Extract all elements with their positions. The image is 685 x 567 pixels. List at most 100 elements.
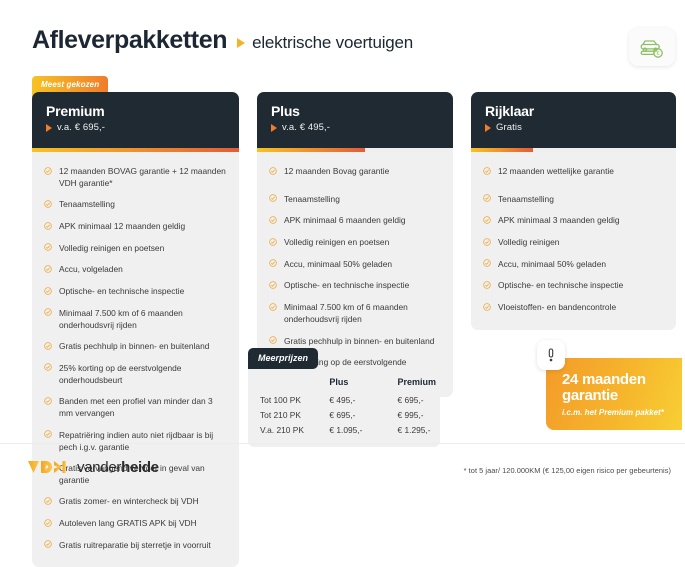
table-header-row: Plus Premium [248, 375, 440, 392]
list-item: 12 maanden Bovag garantie [269, 165, 440, 178]
table-row: V.a. 210 PK € 1.095,- € 1.295,- [248, 422, 440, 437]
feature-text: APK minimaal 12 maanden geldig [59, 221, 186, 232]
footer-divider [0, 443, 685, 444]
feature-text: Gratis zomer- en wintercheck bij VDH [59, 496, 199, 507]
package-card-rijklaar[interactable]: Rijklaar Gratis 12 maanden wettelijke ga… [471, 92, 676, 330]
feature-text: APK minimaal 3 maanden geldig [498, 215, 620, 226]
card-title: Premium [46, 103, 105, 119]
list-item: Minimaal 7.500 km of 6 maanden onderhoud… [269, 301, 440, 325]
table-row: Tot 210 PK € 695,- € 995,- [248, 407, 440, 422]
list-item: Volledig reinigen en poetsen [44, 242, 226, 255]
row-label: V.a. 210 PK [260, 424, 304, 435]
cell-premium: € 995,- [397, 409, 424, 420]
brand-logo[interactable]: vanderheide [28, 458, 159, 476]
promo-title-line2: garantie [562, 387, 618, 405]
feature-text: Gratis pechhulp in binnen- en buitenland [284, 335, 435, 346]
check-circle-icon [44, 199, 52, 211]
check-circle-icon [44, 429, 52, 441]
list-item: Volledig reinigen [483, 236, 663, 249]
list-item: APK minimaal 6 maanden geldig [269, 214, 440, 227]
feature-list-premium: 12 maanden BOVAG garantie + 12 maanden V… [44, 165, 226, 551]
feature-text: Accu, minimaal 50% geladen [284, 258, 393, 269]
feature-text: Autoleven lang GRATIS APK bij VDH [59, 518, 197, 529]
feature-text: Minimaal 7.500 km of 6 maanden onderhoud… [284, 302, 408, 325]
card-title: Rijklaar [485, 103, 534, 119]
surcharge-table: Plus Premium Tot 100 PK € 495,- € 695,- … [248, 375, 440, 437]
card-accent-fill [257, 148, 365, 152]
card-accent-bar [471, 148, 676, 152]
check-circle-icon [269, 193, 277, 205]
feature-text: Tenaamstelling [59, 199, 115, 210]
list-item: Vloeistoffen- en bandencontrole [483, 301, 663, 314]
check-circle-icon [44, 166, 52, 178]
check-circle-icon [483, 215, 491, 227]
list-item: Banden met een profiel van minder dan 3 … [44, 395, 226, 419]
list-item: Gratis pechhulp in binnen- en buitenland [44, 340, 226, 353]
poster-root: Afleverpakketten elektrische voertuigen … [0, 28, 685, 567]
card-price-row: v.a. € 495,- [271, 122, 439, 133]
row-label: Tot 210 PK [260, 409, 301, 420]
cell-premium: € 695,- [397, 394, 424, 405]
col-header-plus: Plus [329, 377, 349, 387]
card-price: v.a. € 695,- [57, 122, 106, 134]
card-header-rijklaar: Rijklaar Gratis [471, 92, 676, 148]
feature-text: Accu, minimaal 50% geladen [498, 258, 607, 269]
check-circle-icon [269, 280, 277, 292]
vdh-logo-mark [28, 461, 66, 473]
feature-text: 12 maanden Bovag garantie [284, 166, 390, 176]
list-item: 25% korting op de eerstvolgende onderhou… [44, 362, 226, 386]
table-row: Tot 100 PK € 495,- € 695,- [248, 392, 440, 407]
promo-title-line1: 24 maanden [562, 371, 646, 388]
list-item: Autoleven lang GRATIS APK bij VDH [44, 517, 226, 530]
feature-list-rijklaar: 12 maanden wettelijke garantie Tenaamste… [483, 165, 663, 314]
surcharge-table-wrap: Plus Premium Tot 100 PK € 495,- € 695,- … [248, 367, 440, 447]
card-accent-bar [257, 148, 453, 152]
triangle-icon [485, 123, 491, 132]
brand-word-bold: heide [121, 458, 159, 476]
feature-text: Tenaamstelling [284, 193, 340, 204]
feature-text: Gratis ruitreparatie bij sterretje in vo… [59, 539, 211, 550]
exclamation-icon [548, 348, 554, 362]
cell-plus: € 1.095,- [329, 424, 363, 435]
feature-text: Minimaal 7.500 km of 6 maanden onderhoud… [59, 307, 183, 330]
cell-plus: € 695,- [329, 409, 356, 420]
card-title: Plus [271, 103, 300, 119]
feature-text: Volledig reinigen [498, 237, 560, 248]
car-with-coin-icon-box[interactable]: € [629, 28, 675, 66]
card-price: v.a. € 495,- [282, 122, 331, 134]
list-item: Optische- en technische inspectie [44, 285, 226, 298]
footnote-disclaimer: * tot 5 jaar/ 120.000KM (€ 125,00 eigen … [463, 466, 671, 475]
feature-text: Vloeistoffen- en bandencontrole [498, 302, 617, 313]
feature-text: Optische- en technische inspectie [284, 280, 410, 291]
check-circle-icon [269, 237, 277, 249]
feature-text: Banden met een profiel van minder dan 3 … [59, 396, 213, 419]
feature-text: Volledig reinigen en poetsen [284, 237, 390, 248]
car-with-coin-icon: € [640, 39, 663, 58]
feature-text: Tenaamstelling [498, 193, 554, 204]
list-item: APK minimaal 12 maanden geldig [44, 220, 226, 233]
feature-text: 12 maanden wettelijke garantie [498, 166, 614, 176]
list-item: Accu, minimaal 50% geladen [269, 258, 440, 271]
feature-text: 12 maanden BOVAG garantie + 12 maanden V… [59, 166, 226, 189]
package-cards: Meest gekozen Premium v.a. € 695,- 12 ma… [32, 76, 676, 567]
list-item: Tenaamstelling [269, 193, 440, 206]
card-header-plus: Plus v.a. € 495,- [257, 92, 453, 148]
check-circle-icon [483, 193, 491, 205]
check-circle-icon [44, 264, 52, 276]
card-price: Gratis [496, 122, 522, 134]
list-item: Repatriëring indien auto niet rijdbaar i… [44, 429, 226, 453]
warranty-promo-banner: 24 maanden garantie i.c.m. het Premium p… [537, 340, 682, 430]
check-circle-icon [44, 286, 52, 298]
card-price-row: Gratis [485, 122, 662, 133]
col-header-blank [248, 375, 325, 392]
brand-word-light: vander [77, 458, 122, 476]
package-card-premium[interactable]: Meest gekozen Premium v.a. € 695,- 12 ma… [32, 76, 239, 567]
surcharge-tab-label: Meerprijzen [248, 348, 319, 369]
package-card-plus[interactable]: Plus v.a. € 495,- 12 maanden Bovag garan… [257, 92, 453, 397]
list-item: 12 maanden wettelijke garantie [483, 165, 663, 178]
list-item: Accu, minimaal 50% geladen [483, 258, 663, 271]
svg-text:€: € [657, 51, 660, 57]
triangle-icon [271, 123, 277, 132]
page-subtitle: elektrische voertuigen [252, 33, 414, 52]
check-circle-icon [483, 302, 491, 314]
